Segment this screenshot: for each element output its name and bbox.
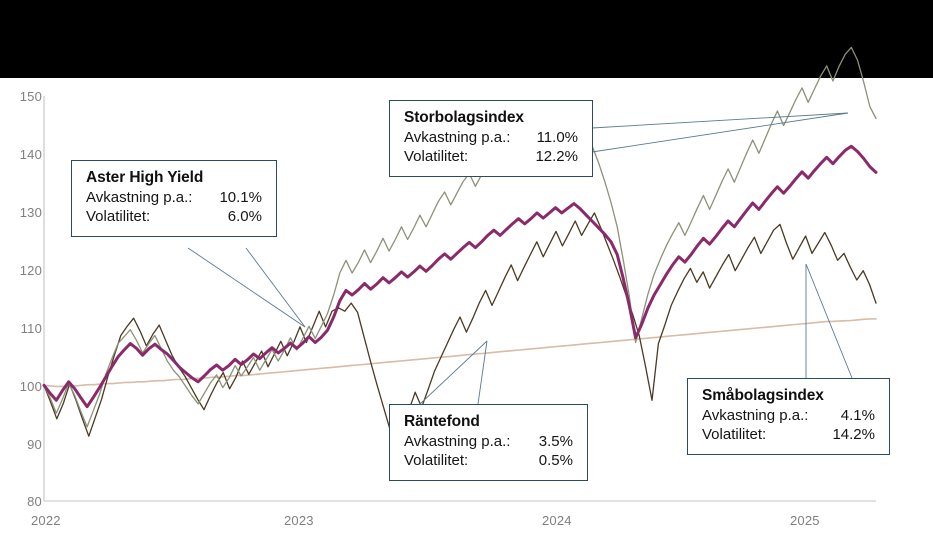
leader-rantefond-b (477, 340, 488, 405)
callout-smabolagsindex[interactable]: Småbolagsindex Avkastning p.a.: 4.1% Vol… (687, 378, 890, 456)
callout-title: Aster High Yield (86, 169, 204, 186)
callout-return-row: Avkastning p.a.: 4.1% (702, 406, 875, 425)
leader-aster-b (245, 247, 306, 328)
callout-volatility-row: Volatilitet: 0.5% (404, 451, 573, 470)
callout-volatility-row: Volatilitet: 6.0% (86, 207, 262, 226)
callout-volatility-value: 14.2% (832, 426, 875, 444)
callout-return-value: 4.1% (840, 407, 875, 424)
callout-return-label: Avkastning p.a.: (404, 433, 511, 450)
y-tick-120: 120 (19, 263, 42, 278)
callout-volatility-value: 6.0% (227, 208, 262, 226)
callout-return-row: Avkastning p.a.: 11.0% (404, 128, 578, 147)
callout-return-row: Avkastning p.a.: 10.1% (86, 188, 262, 207)
series-line-sm-bolagsindex (43, 212, 877, 449)
callout-volatility-value: 0.5% (538, 452, 573, 470)
callout-storbolagsindex[interactable]: Storbolagsindex Avkastning p.a.: 11.0% V… (389, 100, 593, 178)
callout-volatility-value: 12.2% (535, 148, 578, 166)
callout-volatility-label: Volatilitet: (404, 148, 469, 166)
leader-rantefond-a (419, 340, 488, 405)
series-paths (42, 46, 878, 449)
callout-volatility-label: Volatilitet: (702, 426, 767, 444)
leader-storbolag-a (591, 112, 849, 129)
callout-volatility-label: Volatilitet: (404, 452, 469, 470)
callout-aster-high-yield[interactable]: Aster High Yield Avkastning p.a.: 10.1% … (71, 160, 277, 238)
callout-return-value: 11.0% (536, 129, 578, 146)
callout-title: Småbolagsindex (702, 387, 824, 404)
y-tick-90: 90 (27, 437, 42, 452)
callout-return-label: Avkastning p.a.: (702, 407, 809, 424)
y-tick-100: 100 (19, 379, 42, 394)
x-tick-2022: 2022 (31, 513, 61, 528)
series-line-storbolagsindex (43, 46, 877, 428)
leader-storbolag-b (591, 112, 849, 153)
x-tick-2025: 2025 (790, 513, 820, 528)
callout-return-row: Avkastning p.a.: 3.5% (404, 432, 573, 451)
y-tick-130: 130 (19, 205, 42, 220)
callout-return-label: Avkastning p.a.: (404, 129, 511, 146)
leader-aster-a (187, 247, 306, 328)
x-tick-2023: 2023 (284, 513, 314, 528)
callout-title: Räntefond (404, 413, 480, 430)
callout-return-value: 3.5% (538, 433, 573, 450)
callout-volatility-label: Volatilitet: (86, 208, 151, 226)
y-tick-80: 80 (27, 494, 42, 509)
callout-rantefond[interactable]: Räntefond Avkastning p.a.: 3.5% Volatili… (389, 404, 588, 482)
callout-volatility-row: Volatilitet: 14.2% (702, 425, 875, 444)
x-tick-2024: 2024 (542, 513, 572, 528)
callout-title: Storbolagsindex (404, 109, 524, 126)
leader-smabolag-b (805, 263, 853, 379)
series-line-r-ntefond (43, 318, 877, 388)
y-tick-150: 150 (19, 89, 42, 104)
y-tick-140: 140 (19, 147, 42, 162)
callout-return-value: 10.1% (219, 189, 262, 206)
series-line-aster-high-yield (42, 144, 878, 409)
callout-return-label: Avkastning p.a.: (86, 189, 193, 206)
y-tick-110: 110 (20, 321, 42, 336)
callout-volatility-row: Volatilitet: 12.2% (404, 147, 578, 166)
callout-leader-lines (187, 112, 853, 405)
